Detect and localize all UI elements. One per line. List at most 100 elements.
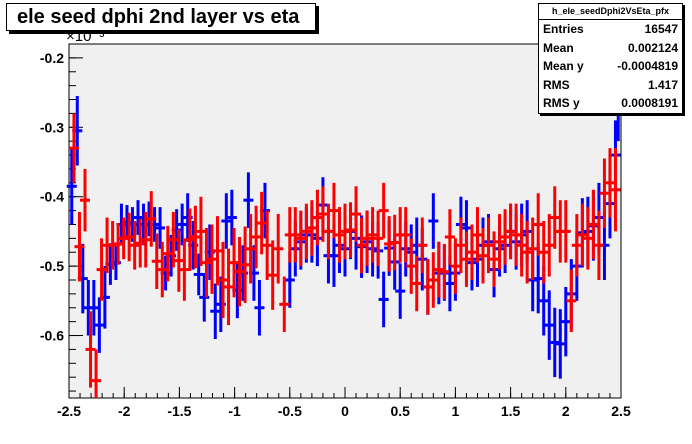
- profile-point: [254, 280, 265, 336]
- profile-point: [411, 255, 422, 312]
- stats-row-mean-y: Mean y -0.0004819: [539, 57, 682, 76]
- profile-point: [179, 238, 190, 301]
- profile-point: [466, 224, 477, 280]
- plot-title: ele seed dphi 2nd layer vs eta: [6, 3, 316, 31]
- stats-value: 0.0008191: [621, 96, 678, 111]
- profile-point: [571, 214, 582, 277]
- profile-point: [151, 233, 162, 290]
- profile-point: [389, 214, 400, 271]
- profile-point: [201, 227, 212, 298]
- profile-point: [245, 214, 256, 284]
- profile-point: [317, 186, 328, 242]
- profile-point: [146, 191, 157, 247]
- stats-box: h_ele_seedDphi2VsEta_pfx Entries 16547 M…: [538, 3, 683, 114]
- profile-point: [193, 253, 204, 296]
- profile-point: [218, 241, 229, 319]
- profile-point: [422, 259, 433, 315]
- profile-point: [538, 221, 549, 284]
- profile-point: [94, 297, 105, 353]
- stats-histogram-name: h_ele_seedDphi2VsEta_pfx: [539, 4, 682, 20]
- profile-point: [168, 211, 179, 268]
- profile-point: [378, 271, 389, 328]
- profile-point: [312, 189, 323, 246]
- profile-point: [560, 200, 571, 263]
- stats-row-entries: Entries 16547: [539, 20, 682, 39]
- stats-label: RMS y: [543, 96, 580, 111]
- profile-point: [295, 210, 306, 267]
- profile-point: [356, 217, 367, 274]
- profile-point: [428, 193, 439, 249]
- profile-point: [351, 186, 362, 242]
- profile-point: [212, 216, 223, 286]
- axis-ticks: [68, 43, 622, 398]
- profile-point: [229, 227, 240, 298]
- profile-point: [450, 238, 461, 294]
- profile-point: [262, 210, 273, 280]
- profile-point: [226, 189, 237, 246]
- profile-point: [362, 210, 373, 267]
- profile-point: [560, 286, 571, 357]
- profile-point: [566, 269, 577, 333]
- profile-point: [133, 200, 143, 235]
- profile-point: [306, 200, 317, 256]
- profile-point: [323, 203, 334, 260]
- profile-point: [240, 226, 251, 303]
- stats-label: Mean: [543, 40, 574, 55]
- stats-value: -0.0004819: [617, 59, 678, 74]
- profile-point: [173, 229, 184, 292]
- profile-point: [555, 309, 566, 379]
- profile-point: [279, 276, 290, 333]
- profile-point: [195, 196, 206, 267]
- profile-point: [544, 214, 555, 277]
- y-tick-label: -0.3: [40, 119, 64, 135]
- profile-point: [533, 193, 544, 256]
- profile-point: [455, 217, 466, 274]
- profile-point: [234, 236, 245, 307]
- stats-value: 1.417: [647, 77, 678, 92]
- profile-point: [140, 211, 151, 268]
- profile-point: [113, 223, 124, 265]
- profile-point: [243, 172, 254, 228]
- profile-point: [367, 207, 378, 263]
- profile-point: [417, 217, 428, 274]
- profile-point: [96, 238, 107, 301]
- stats-row-rms: RMS 1.417: [539, 76, 682, 95]
- profile-point: [91, 349, 102, 398]
- profile-point: [157, 241, 168, 298]
- profile-point: [494, 214, 505, 270]
- profile-point: [177, 203, 188, 246]
- profile-point: [162, 225, 173, 282]
- stats-value: 0.002124: [627, 40, 678, 55]
- profile-point: [582, 207, 593, 270]
- x-tick-label: 1.5: [501, 403, 521, 419]
- profile-point: [489, 231, 500, 287]
- x-tick-label: 2: [562, 403, 570, 419]
- stats-label: Entries: [543, 22, 584, 36]
- profile-point: [74, 211, 85, 282]
- y-tick-label: -0.6: [40, 328, 64, 344]
- x-tick-label: -2.5: [57, 403, 81, 419]
- x-tick-label: 0: [341, 403, 349, 419]
- x-tick-label: -0.5: [278, 403, 302, 419]
- profile-point: [472, 207, 483, 263]
- profile-point: [129, 221, 140, 270]
- tick-labels: -2.5 -2 -1.5 -1 -0.5 0 0.5 1 1.5 2 2.5 -0.2 -0.3 -0.4…: [40, 50, 631, 419]
- y-tick-label: -0.4: [40, 189, 64, 205]
- profile-point: [522, 221, 533, 284]
- x-tick-label: -1.5: [167, 403, 191, 419]
- x-tick-label: -2: [118, 403, 131, 419]
- profile-point: [88, 280, 99, 336]
- profile-point: [478, 227, 488, 284]
- profile-point: [549, 186, 560, 249]
- profile-point: [223, 248, 234, 326]
- stats-row-rms-y: RMS y 0.0008191: [539, 94, 682, 113]
- profile-point: [251, 205, 262, 269]
- profile-point: [124, 212, 135, 262]
- profile-point: [610, 148, 621, 232]
- profile-point: [135, 218, 146, 268]
- profile-point: [527, 217, 538, 280]
- stats-label: RMS: [543, 77, 570, 92]
- profile-point: [444, 255, 455, 312]
- profile-point: [373, 210, 384, 267]
- profile-point: [273, 214, 284, 284]
